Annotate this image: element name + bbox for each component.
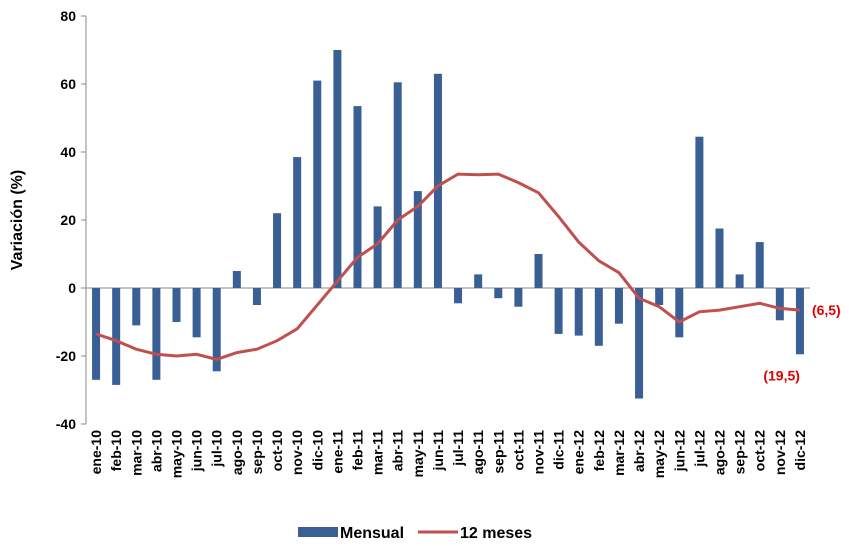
bar xyxy=(675,288,684,338)
bar xyxy=(232,271,241,288)
y-tick-label: 60 xyxy=(60,76,76,92)
x-tick-label: dic-11 xyxy=(551,430,567,470)
bar xyxy=(735,274,744,288)
bar xyxy=(514,288,523,307)
x-tick-label: sep-10 xyxy=(249,430,265,475)
bar xyxy=(775,288,784,321)
bar xyxy=(393,82,402,288)
bar xyxy=(293,157,302,288)
bar xyxy=(212,288,221,372)
bar xyxy=(172,288,181,322)
bar xyxy=(333,50,342,288)
data-label: (6,5) xyxy=(812,302,841,318)
x-tick-label: jul-12 xyxy=(691,430,707,468)
x-tick-label: ago-11 xyxy=(470,430,486,475)
x-tick-label: mar-11 xyxy=(370,430,386,475)
x-tick-label: oct-10 xyxy=(269,430,285,471)
bar xyxy=(795,288,804,355)
bar xyxy=(474,274,483,288)
x-tick-label: jun-10 xyxy=(189,430,205,472)
bar xyxy=(192,288,201,338)
x-tick-label: jun-12 xyxy=(671,430,687,472)
x-tick-label: jul-11 xyxy=(450,430,466,467)
x-tick-label: feb-10 xyxy=(108,430,124,471)
x-tick-label: abr-12 xyxy=(631,430,647,472)
x-tick-label: feb-11 xyxy=(350,430,366,471)
x-tick-label: abr-10 xyxy=(148,430,164,472)
bar xyxy=(252,288,261,305)
bar xyxy=(152,288,161,380)
bar xyxy=(635,288,644,399)
y-tick-label: 40 xyxy=(60,144,76,160)
bar xyxy=(534,254,543,288)
legend-label: Mensual xyxy=(340,525,404,542)
x-tick-label: oct-12 xyxy=(752,430,768,471)
y-tick-label: 20 xyxy=(60,212,76,228)
bar xyxy=(594,288,603,346)
x-tick-label: ago-12 xyxy=(712,430,728,475)
bar xyxy=(715,228,724,288)
x-tick-label: sep-11 xyxy=(490,430,506,474)
bar xyxy=(614,288,623,324)
bar xyxy=(695,136,704,288)
x-tick-label: abr-11 xyxy=(390,430,406,471)
bar xyxy=(313,80,322,288)
x-tick-label: nov-10 xyxy=(289,430,305,475)
x-tick-label: may-10 xyxy=(169,430,185,478)
x-tick-label: ene-10 xyxy=(88,430,104,475)
x-tick-label: oct-11 xyxy=(510,430,526,471)
bar xyxy=(554,288,563,334)
x-tick-label: sep-12 xyxy=(732,430,748,475)
line xyxy=(95,172,801,361)
bar xyxy=(132,288,141,326)
bar xyxy=(112,288,121,385)
legend-swatch xyxy=(298,527,338,537)
x-tick-label: ene-11 xyxy=(329,430,345,474)
x-tick-label: dic-10 xyxy=(309,430,325,471)
y-axis-label: Variación (%) xyxy=(9,170,26,270)
x-tick-label: ene-12 xyxy=(571,430,587,475)
bar xyxy=(413,191,422,288)
x-tick-label: mar-10 xyxy=(128,430,144,476)
bar xyxy=(273,213,282,288)
y-tick-label: -40 xyxy=(56,416,76,432)
x-tick-label: may-12 xyxy=(651,430,667,478)
bar xyxy=(353,106,362,288)
x-tick-label: ago-10 xyxy=(229,430,245,475)
y-tick-label: -20 xyxy=(56,348,76,364)
x-tick-label: dic-12 xyxy=(792,430,808,471)
bar xyxy=(454,288,463,304)
x-tick-label: jun-11 xyxy=(430,430,446,472)
x-tick-label: may-11 xyxy=(410,430,426,478)
bar xyxy=(433,73,442,288)
x-tick-label: jul-10 xyxy=(209,430,225,468)
x-tick-label: nov-12 xyxy=(772,430,788,475)
bar xyxy=(373,206,382,288)
legend-label: 12 meses xyxy=(460,525,532,542)
x-tick-label: feb-12 xyxy=(591,430,607,471)
x-tick-label: mar-12 xyxy=(611,430,627,476)
bar xyxy=(494,288,503,299)
bar xyxy=(574,288,583,336)
x-tick-label: nov-11 xyxy=(531,430,547,475)
y-tick-label: 80 xyxy=(60,8,76,24)
bar xyxy=(755,242,764,288)
bar xyxy=(655,288,664,305)
data-label: (19,5) xyxy=(763,367,800,383)
y-tick-label: 0 xyxy=(68,280,76,296)
